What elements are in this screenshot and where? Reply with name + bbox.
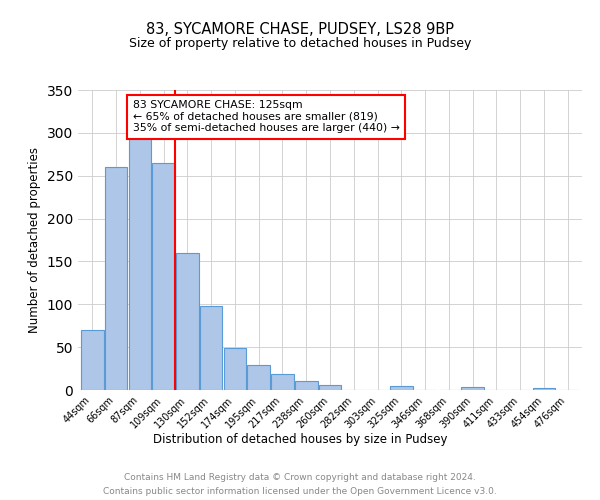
- Bar: [533, 388, 555, 390]
- Bar: [247, 365, 270, 390]
- Text: Contains public sector information licensed under the Open Government Licence v3: Contains public sector information licen…: [103, 488, 497, 496]
- Bar: [200, 306, 223, 390]
- Bar: [271, 374, 294, 390]
- Bar: [81, 330, 104, 390]
- Bar: [224, 348, 246, 390]
- Bar: [176, 253, 199, 390]
- Text: 83 SYCAMORE CHASE: 125sqm
← 65% of detached houses are smaller (819)
35% of semi: 83 SYCAMORE CHASE: 125sqm ← 65% of detac…: [133, 100, 400, 134]
- Bar: [390, 386, 413, 390]
- Bar: [295, 382, 317, 390]
- Text: 83, SYCAMORE CHASE, PUDSEY, LS28 9BP: 83, SYCAMORE CHASE, PUDSEY, LS28 9BP: [146, 22, 454, 38]
- Text: Size of property relative to detached houses in Pudsey: Size of property relative to detached ho…: [129, 38, 471, 51]
- Text: Distribution of detached houses by size in Pudsey: Distribution of detached houses by size …: [153, 432, 447, 446]
- Bar: [461, 388, 484, 390]
- Bar: [128, 139, 151, 390]
- Y-axis label: Number of detached properties: Number of detached properties: [28, 147, 41, 333]
- Bar: [105, 167, 127, 390]
- Bar: [152, 163, 175, 390]
- Text: Contains HM Land Registry data © Crown copyright and database right 2024.: Contains HM Land Registry data © Crown c…: [124, 472, 476, 482]
- Bar: [319, 385, 341, 390]
